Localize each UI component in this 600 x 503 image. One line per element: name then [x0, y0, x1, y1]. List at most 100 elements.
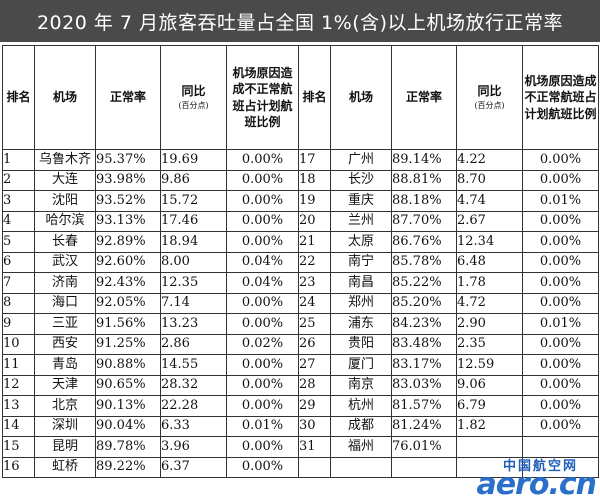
right-ratio-cell: 0.00% — [522, 354, 599, 376]
left-rank-cell: 2 — [2, 169, 35, 191]
header-airport: 机场 — [330, 45, 392, 150]
left-ratio-cell: 0.00% — [226, 292, 299, 314]
right-rate-cell: 85.20% — [391, 292, 457, 314]
left-rank-cell: 7 — [2, 272, 35, 294]
left-rank-cell: 12 — [2, 374, 35, 396]
table-row: 1 乌鲁木齐 95.37% 19.69 0.00% 17 广州 89.14% 4.22 0.00% — [2, 149, 599, 171]
left-rate-cell: 89.22% — [95, 456, 161, 478]
right-rate-cell: 85.78% — [391, 251, 457, 273]
right-airport-cell — [330, 456, 392, 478]
right-yoy-cell — [456, 436, 523, 458]
right-ratio-cell: 0.00% — [522, 210, 599, 232]
right-yoy-cell: 4.74 — [456, 190, 523, 212]
header-rate: 正常率 — [95, 45, 161, 150]
table-body: 1 乌鲁木齐 95.37% 19.69 0.00% 17 广州 89.14% 4.22 0.00%… — [2, 149, 599, 478]
table-row: 13 北京 90.13% 22.28 0.00% 29 杭州 81.57% 6.79 0.00% — [2, 395, 599, 417]
right-yoy-cell: 12.34 — [456, 231, 523, 253]
table-row: 12 天津 90.65% 28.32 0.00% 28 南京 83.03% 9.06 0.00% — [2, 374, 599, 396]
table-row: 6 武汉 92.60% 8.00 0.04% 22 南宁 85.78% 6.48 0.00% — [2, 251, 599, 273]
left-airport-cell: 哈尔滨 — [34, 210, 96, 232]
left-ratio-cell: 0.04% — [226, 272, 299, 294]
left-airport-cell: 三亚 — [34, 313, 96, 335]
table-row: 2 大连 93.98% 9.86 0.00% 18 长沙 88.81% 8.70 0.00% — [2, 169, 599, 191]
left-yoy-cell: 7.14 — [160, 292, 227, 314]
left-ratio-cell: 0.00% — [226, 354, 299, 376]
left-rank-cell: 4 — [2, 210, 35, 232]
left-yoy-cell: 17.46 — [160, 210, 227, 232]
left-airport-cell: 济南 — [34, 272, 96, 294]
left-yoy-cell: 12.35 — [160, 272, 227, 294]
header-rate: 正常率 — [391, 45, 457, 150]
right-rate-cell: 88.81% — [391, 169, 457, 191]
right-rate-cell: 86.76% — [391, 231, 457, 253]
left-yoy-cell: 19.69 — [160, 149, 227, 171]
header-yoy-label: 同比 — [181, 84, 206, 98]
left-ratio-cell: 0.00% — [226, 374, 299, 396]
left-yoy-cell: 15.72 — [160, 190, 227, 212]
left-yoy-cell: 28.32 — [160, 374, 227, 396]
right-rate-cell: 83.48% — [391, 333, 457, 355]
left-rank-cell: 10 — [2, 333, 35, 355]
left-rate-cell: 95.37% — [95, 149, 161, 171]
right-airport-cell: 福州 — [330, 436, 392, 458]
right-yoy-cell: 6.48 — [456, 251, 523, 273]
left-rate-cell: 92.60% — [95, 251, 161, 273]
left-rate-cell: 90.13% — [95, 395, 161, 417]
right-rank-cell: 30 — [298, 415, 331, 437]
right-rate-cell: 84.23% — [391, 313, 457, 335]
right-rank-cell: 31 — [298, 436, 331, 458]
left-airport-cell: 乌鲁木齐 — [34, 149, 96, 171]
right-rank-cell: 26 — [298, 333, 331, 355]
header-row: 排名 机场 正常率 同比 (百分点) 机场原因造成不正常航班占计划航班比例 排名 … — [2, 45, 599, 150]
left-ratio-cell: 0.00% — [226, 456, 299, 478]
right-ratio-cell: 0.00% — [522, 272, 599, 294]
right-rate-cell: 76.01% — [391, 436, 457, 458]
right-airport-cell: 南昌 — [330, 272, 392, 294]
left-airport-cell: 沈阳 — [34, 190, 96, 212]
right-yoy-cell: 12.59 — [456, 354, 523, 376]
right-yoy-cell: 9.06 — [456, 374, 523, 396]
header-airport: 机场 — [34, 45, 96, 150]
right-rate-cell: 85.22% — [391, 272, 457, 294]
right-airport-cell: 郑州 — [330, 292, 392, 314]
header-yoy-label: 同比 — [477, 84, 502, 98]
right-ratio-cell: 0.00% — [522, 149, 599, 171]
left-yoy-cell: 13.23 — [160, 313, 227, 335]
right-rate-cell — [391, 456, 457, 478]
left-airport-cell: 深圳 — [34, 415, 96, 437]
left-rank-cell: 6 — [2, 251, 35, 273]
left-rate-cell: 92.43% — [95, 272, 161, 294]
right-airport-cell: 南宁 — [330, 251, 392, 273]
right-yoy-cell: 8.70 — [456, 169, 523, 191]
left-yoy-cell: 22.28 — [160, 395, 227, 417]
right-yoy-cell: 4.72 — [456, 292, 523, 314]
table-title: 2020 年 7 月旅客吞吐量占全国 1%(含)以上机场放行正常率 — [0, 0, 600, 42]
left-ratio-cell: 0.00% — [226, 313, 299, 335]
right-rate-cell: 83.03% — [391, 374, 457, 396]
header-yoy-unit: (百分点) — [178, 101, 209, 111]
left-rate-cell: 92.89% — [95, 231, 161, 253]
right-rate-cell: 88.18% — [391, 190, 457, 212]
left-airport-cell: 天津 — [34, 374, 96, 396]
right-yoy-cell: 6.79 — [456, 395, 523, 417]
right-rank-cell: 23 — [298, 272, 331, 294]
left-ratio-cell: 0.02% — [226, 333, 299, 355]
header-yoy: 同比 (百分点) — [456, 45, 523, 150]
right-rank-cell: 19 — [298, 190, 331, 212]
right-rank-cell: 21 — [298, 231, 331, 253]
right-airport-cell: 浦东 — [330, 313, 392, 335]
header-yoy: 同比 (百分点) — [160, 45, 227, 150]
table-row: 5 长春 92.89% 18.94 0.00% 21 太原 86.76% 12.34 0.00% — [2, 231, 599, 253]
right-airport-cell: 成都 — [330, 415, 392, 437]
header-ratio: 机场原因造成不正常航班占计划航班比例 — [226, 45, 299, 150]
left-rate-cell: 89.78% — [95, 436, 161, 458]
left-airport-cell: 长春 — [34, 231, 96, 253]
right-ratio-cell: 0.00% — [522, 169, 599, 191]
left-rank-cell: 15 — [2, 436, 35, 458]
header-yoy-unit: (百分点) — [474, 101, 505, 111]
table-row: 14 深圳 90.04% 6.33 0.01% 30 成都 81.24% 1.82 0.00% — [2, 415, 599, 437]
header-rank: 排名 — [298, 45, 331, 150]
left-yoy-cell: 14.55 — [160, 354, 227, 376]
table-row: 10 西安 91.25% 2.86 0.02% 26 贵阳 83.48% 2.35 0.00% — [2, 333, 599, 355]
left-ratio-cell: 0.00% — [226, 231, 299, 253]
